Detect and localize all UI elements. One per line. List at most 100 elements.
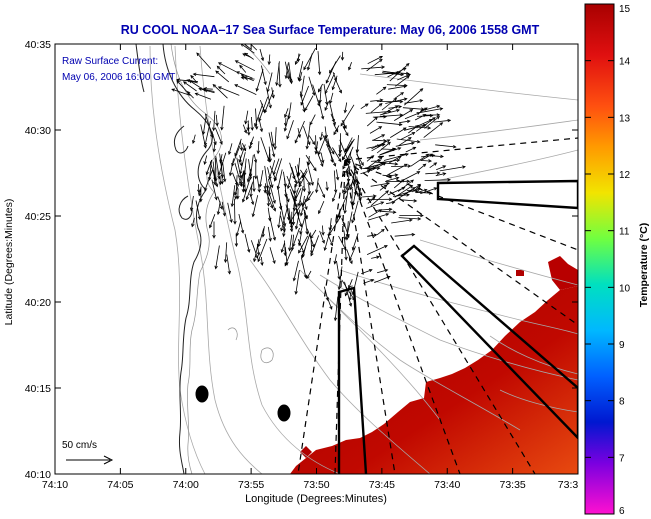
- current-vector-head: [345, 171, 350, 176]
- annotation-line-2: May 06, 2006 16:00 GMT: [62, 72, 175, 83]
- current-vector: [235, 60, 255, 72]
- current-vector: [299, 71, 303, 82]
- current-vector: [286, 175, 297, 199]
- colorbar-tick-label: 11: [619, 227, 630, 238]
- current-vector-head: [257, 188, 261, 193]
- current-vector-head: [395, 176, 400, 180]
- current-vector-head: [398, 122, 403, 127]
- current-vector: [300, 85, 309, 106]
- scale-arrow: [66, 455, 114, 465]
- current-vector: [308, 76, 315, 96]
- current-vector-head: [254, 126, 259, 130]
- current-vector-head: [373, 233, 378, 237]
- current-vector-head: [297, 202, 302, 207]
- current-vector-head: [288, 220, 293, 224]
- current-vector: [369, 126, 382, 134]
- current-vector: [306, 270, 312, 279]
- current-vector: [394, 92, 404, 99]
- current-vector: [353, 162, 357, 183]
- current-vector: [218, 86, 240, 96]
- current-vector: [323, 84, 328, 105]
- current-vector-head: [253, 258, 257, 263]
- surface-current-vectors: [171, 44, 466, 322]
- x-tick-label: 74:05: [107, 479, 133, 491]
- current-vector-head: [283, 183, 287, 188]
- current-vector: [193, 73, 215, 78]
- current-vector: [235, 175, 238, 199]
- current-vector: [242, 143, 246, 151]
- x-axis-label: Longitude (Degrees:Minutes): [245, 493, 387, 505]
- current-vector: [215, 156, 220, 179]
- current-vector-head: [381, 65, 386, 69]
- current-vector-head: [380, 201, 385, 205]
- current-vector-head: [292, 243, 296, 248]
- current-vector: [435, 144, 456, 148]
- current-vector: [268, 132, 275, 157]
- current-vector: [324, 126, 327, 138]
- current-vector: [379, 184, 388, 191]
- current-vector-head: [348, 257, 353, 262]
- current-vector: [294, 165, 301, 185]
- current-vector-head: [333, 317, 338, 322]
- current-vector: [218, 152, 227, 176]
- current-vector: [396, 138, 420, 143]
- current-vector-head: [192, 140, 196, 145]
- current-vector: [400, 132, 415, 140]
- current-vector-head: [313, 167, 317, 172]
- current-vector-head: [382, 162, 387, 166]
- current-vector: [297, 128, 301, 138]
- current-vector: [371, 143, 385, 152]
- current-vector: [261, 65, 267, 85]
- current-vector: [383, 153, 409, 161]
- current-vector: [303, 48, 316, 70]
- current-vector: [366, 116, 378, 127]
- current-vector-head: [416, 171, 421, 175]
- current-vector-head: [409, 218, 413, 222]
- current-vector-head: [351, 291, 356, 296]
- current-vector: [267, 178, 276, 204]
- current-vector-head: [388, 174, 393, 178]
- current-vector: [344, 189, 349, 214]
- current-vector-head: [323, 247, 327, 252]
- current-vector: [318, 100, 324, 119]
- current-vector: [393, 179, 405, 189]
- current-vector-head: [227, 270, 231, 275]
- current-vector-head: [370, 155, 375, 159]
- current-vector: [280, 203, 286, 227]
- current-vector: [305, 154, 317, 171]
- current-vector-head: [298, 249, 302, 254]
- current-vector: [238, 144, 246, 163]
- current-vector: [370, 182, 390, 187]
- current-vector-head: [344, 292, 348, 297]
- current-vector-head: [234, 182, 239, 187]
- current-vector-head: [294, 203, 298, 208]
- current-vector-head: [212, 148, 216, 153]
- current-vector: [276, 61, 280, 86]
- current-vector-head: [272, 207, 277, 212]
- current-vector-head: [381, 228, 385, 233]
- current-vector-head: [348, 285, 352, 290]
- current-vector: [187, 91, 194, 99]
- current-vector-head: [343, 210, 347, 214]
- current-vector: [294, 183, 296, 194]
- current-vector: [243, 44, 251, 50]
- current-vector: [222, 161, 226, 182]
- current-vector: [238, 214, 244, 233]
- current-vector: [298, 186, 304, 206]
- current-vector: [386, 84, 407, 86]
- current-vector: [306, 161, 314, 186]
- current-vector: [240, 44, 255, 54]
- current-vector-head: [246, 178, 251, 183]
- current-vector: [171, 88, 190, 96]
- current-vector: [299, 217, 306, 234]
- current-vector-head: [409, 185, 414, 189]
- current-vector-head: [447, 178, 451, 182]
- current-vector-head: [296, 211, 300, 216]
- current-vector: [236, 157, 242, 178]
- current-vector: [213, 110, 216, 131]
- current-vector-head: [256, 150, 260, 155]
- current-vector: [300, 203, 305, 216]
- current-vector: [190, 195, 194, 211]
- current-vector-head: [216, 211, 221, 216]
- current-vector: [379, 114, 403, 117]
